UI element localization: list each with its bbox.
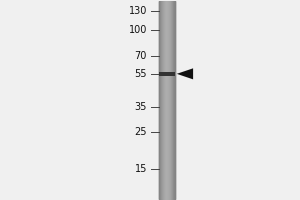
Bar [159, 72, 175, 76]
Text: 35: 35 [135, 102, 147, 112]
Text: 15: 15 [135, 164, 147, 174]
Text: 100: 100 [129, 25, 147, 35]
Text: 130: 130 [129, 6, 147, 16]
Text: 70: 70 [135, 51, 147, 61]
Text: 25: 25 [134, 127, 147, 137]
Text: 55: 55 [134, 69, 147, 79]
Polygon shape [177, 68, 193, 79]
